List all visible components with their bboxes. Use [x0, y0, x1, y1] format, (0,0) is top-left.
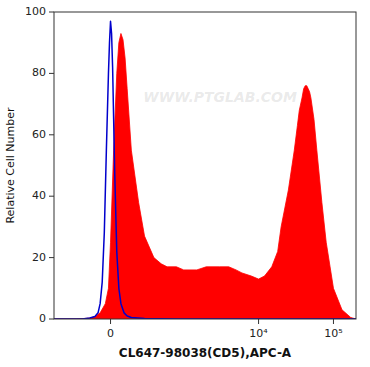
x-tick: [333, 319, 334, 324]
watermark: WWW.PTGLAB.COM: [143, 89, 297, 105]
x-axis-label: CL647-98038(CD5),APC-A: [119, 346, 292, 360]
x-tick: [258, 319, 259, 324]
y-tick: [49, 257, 54, 258]
plot-frame: [54, 12, 356, 319]
y-tick: [49, 196, 54, 197]
x-tick-label: 0: [107, 327, 114, 340]
y-tick: [49, 319, 54, 320]
y-tick-label: 60: [32, 128, 46, 141]
y-tick-label: 20: [32, 251, 46, 264]
series-group: [54, 21, 356, 319]
y-tick-label: 100: [25, 5, 46, 18]
area: [54, 33, 356, 319]
y-tick: [49, 12, 54, 13]
y-tick-label: 40: [32, 189, 46, 202]
y-tick: [49, 134, 54, 135]
chart: WWW.PTGLAB.COM 0 10⁴ 10⁵ 0 20 40 60 80 100 CL647-9…: [0, 0, 370, 367]
y-tick: [49, 73, 54, 74]
x-tick: [110, 319, 111, 324]
plot-area: [54, 12, 356, 319]
y-axis-label: Relative Cell Number: [4, 107, 17, 224]
y-tick-label: 0: [39, 312, 46, 325]
x-tick-label: 10⁵: [324, 327, 342, 340]
x-tick-label: 10⁴: [249, 327, 268, 340]
line: [54, 21, 356, 319]
y-tick-label: 80: [32, 66, 46, 79]
